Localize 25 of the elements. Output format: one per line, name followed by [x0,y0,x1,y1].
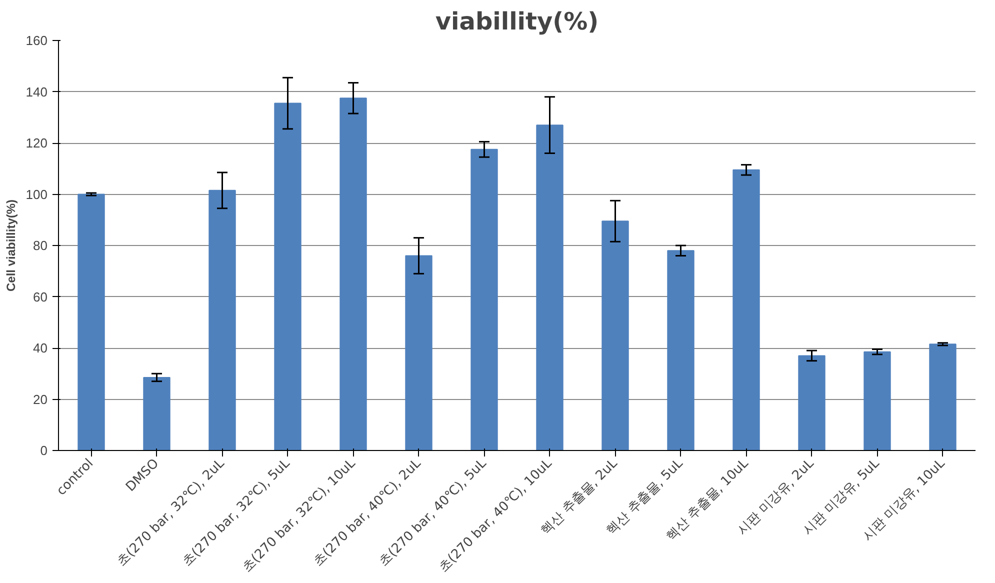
y-tick-label: 160 [26,33,48,48]
y-tick-label: 40 [33,340,48,356]
y-tick-label: 20 [33,392,48,407]
y-tick-label: 140 [26,84,48,100]
bar [340,98,367,450]
y-tick-label: 80 [33,238,48,253]
bar [798,355,826,450]
chart-title: viabillity(%) [435,8,599,36]
y-tick-label: 60 [33,289,48,304]
bar [864,351,891,450]
bar [602,220,629,450]
bar [405,255,432,450]
bar [274,102,302,450]
bar [78,194,105,450]
bar [929,344,956,450]
bar [732,169,760,450]
bar [143,376,170,450]
bar [667,250,694,450]
bar [208,190,236,450]
y-tick-label: 100 [26,186,48,202]
bar [470,148,498,450]
y-axis-title: Cell viabillity(%) [4,199,18,292]
y-tick-label: 120 [26,136,48,150]
y-tick-label: 0 [40,443,48,458]
bar [536,124,564,450]
